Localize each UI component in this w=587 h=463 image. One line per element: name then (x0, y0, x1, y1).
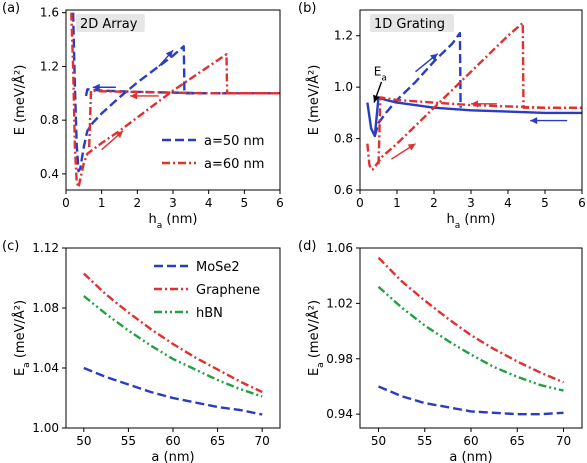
y-tick-label: 0.98 (326, 352, 353, 366)
y-axis-label: Ea (meV/Å²) (306, 300, 326, 376)
arrow-blue-left-head (92, 83, 100, 91)
x-tick-label: 6 (578, 196, 586, 210)
series-line-2 (377, 285, 564, 392)
pointer-arrow-head (373, 94, 380, 103)
panel-d: 50 55 60 65 70 0.94 0.98 1.02 1.06 a (nm) Ea (meV/… (298, 239, 583, 463)
x-tick-label: 5 (541, 196, 549, 210)
x-axis-label: a (nm) (151, 450, 194, 463)
x-tick-label: 4 (205, 196, 213, 210)
panel-a: 0 1 2 3 4 5 6 0.4 0.8 1.2 1.6 ha (nm) E (meV/Å²) (a) 2… (2, 1, 284, 231)
series-line-1 (377, 256, 564, 384)
x-tick-label: 50 (76, 434, 91, 448)
arrow-blue-up-head (430, 53, 438, 61)
annotation-box (370, 14, 454, 32)
x-tick-label: 70 (255, 434, 270, 448)
x-tick-label: 6 (276, 196, 284, 210)
arrow-red-left-head (130, 92, 138, 100)
x-tick-label: 3 (467, 196, 475, 210)
x-tick-label: 2 (134, 196, 142, 210)
y-tick-label: 0.8 (40, 113, 59, 127)
y-tick-label: 1.06 (326, 241, 353, 255)
y-tick-label: 0.6 (334, 183, 353, 197)
series-line-0 (83, 366, 263, 416)
x-axis-label: ha (nm) (149, 212, 198, 231)
axes-frame (65, 247, 281, 429)
arrow-red-up-head (407, 143, 416, 151)
annotation-text: 2D Array (80, 17, 138, 32)
y-tick-label: 1.00 (32, 421, 59, 435)
y-axis-label: Ea (meV/Å²) (12, 300, 32, 376)
y-tick-label: 1.12 (32, 241, 59, 255)
legend-label: hBN (196, 306, 223, 321)
panel-label: (c) (2, 239, 19, 254)
x-tick-label: 50 (371, 434, 386, 448)
x-axis-label: a (nm) (449, 450, 492, 463)
y-tick-label: 0.4 (40, 167, 59, 181)
x-tick-label: 3 (169, 196, 177, 210)
series-line-0 (373, 31, 462, 137)
series-line-1 (366, 96, 582, 138)
y-tick-label: 0.8 (334, 132, 353, 146)
arrow-blue-up-head (165, 50, 173, 58)
x-tick-label: 2 (430, 196, 438, 210)
x-tick-label: 1 (98, 196, 106, 210)
x-tick-label: 55 (417, 434, 432, 448)
y-tick-label: 0.94 (326, 407, 353, 421)
x-tick-label: 70 (556, 434, 571, 448)
x-tick-label: 60 (463, 434, 478, 448)
y-tick-label: 1.08 (32, 301, 59, 315)
arrow-blue-left-head (530, 117, 538, 125)
y-tick-label: 1.2 (40, 59, 59, 73)
x-axis-label: ha (nm) (447, 212, 496, 231)
x-tick-label: 1 (393, 196, 401, 210)
x-tick-label: 4 (504, 196, 512, 210)
y-axis-label: E (meV/Å²) (12, 65, 28, 136)
x-tick-label: 5 (241, 196, 249, 210)
legend-label: a=50 nm (204, 134, 264, 149)
annotation-box (76, 14, 145, 32)
series-line-2 (70, 12, 280, 189)
panel-label: (b) (298, 1, 316, 16)
y-tick-label: 1.0 (334, 80, 353, 94)
panel-b: 0 1 2 3 4 5 6 0.6 0.8 1.0 1.2 ha (nm) E (meV/Å²) (b) 1… (298, 1, 586, 231)
legend-label: Graphene (196, 283, 260, 298)
series-line-0 (71, 12, 280, 173)
x-tick-label: 0 (356, 196, 364, 210)
x-tick-label: 55 (121, 434, 136, 448)
arrow-red-up-head (115, 130, 124, 139)
annotation-text: 1D Grating (374, 17, 445, 32)
panel-label: (d) (298, 239, 316, 254)
legend-label: a=60 nm (204, 157, 264, 172)
y-axis-label: E (meV/Å²) (306, 65, 322, 136)
pointer-label: Ea (374, 65, 387, 84)
x-tick-label: 0 (62, 196, 70, 210)
y-tick-label: 1.2 (334, 29, 353, 43)
series-line-0 (378, 385, 564, 416)
x-tick-label: 60 (165, 434, 180, 448)
y-tick-label: 1.02 (326, 296, 353, 310)
series-line-3 (88, 89, 280, 148)
axes-frame (359, 247, 583, 429)
y-tick-label: 1.6 (40, 6, 59, 20)
x-tick-label: 65 (210, 434, 225, 448)
series-line-3 (377, 96, 582, 165)
series-line-1 (82, 272, 263, 394)
panel-label: (a) (2, 1, 20, 16)
y-tick-label: 1.04 (32, 361, 59, 375)
panel-c: 50 55 60 65 70 1.00 1.04 1.08 1.12 a (nm) Ea (meV/… (2, 239, 281, 463)
arrow-red-left-head (471, 100, 478, 108)
x-tick-label: 65 (510, 434, 525, 448)
legend-label: MoSe2 (196, 260, 240, 275)
series-line-2 (83, 295, 263, 398)
